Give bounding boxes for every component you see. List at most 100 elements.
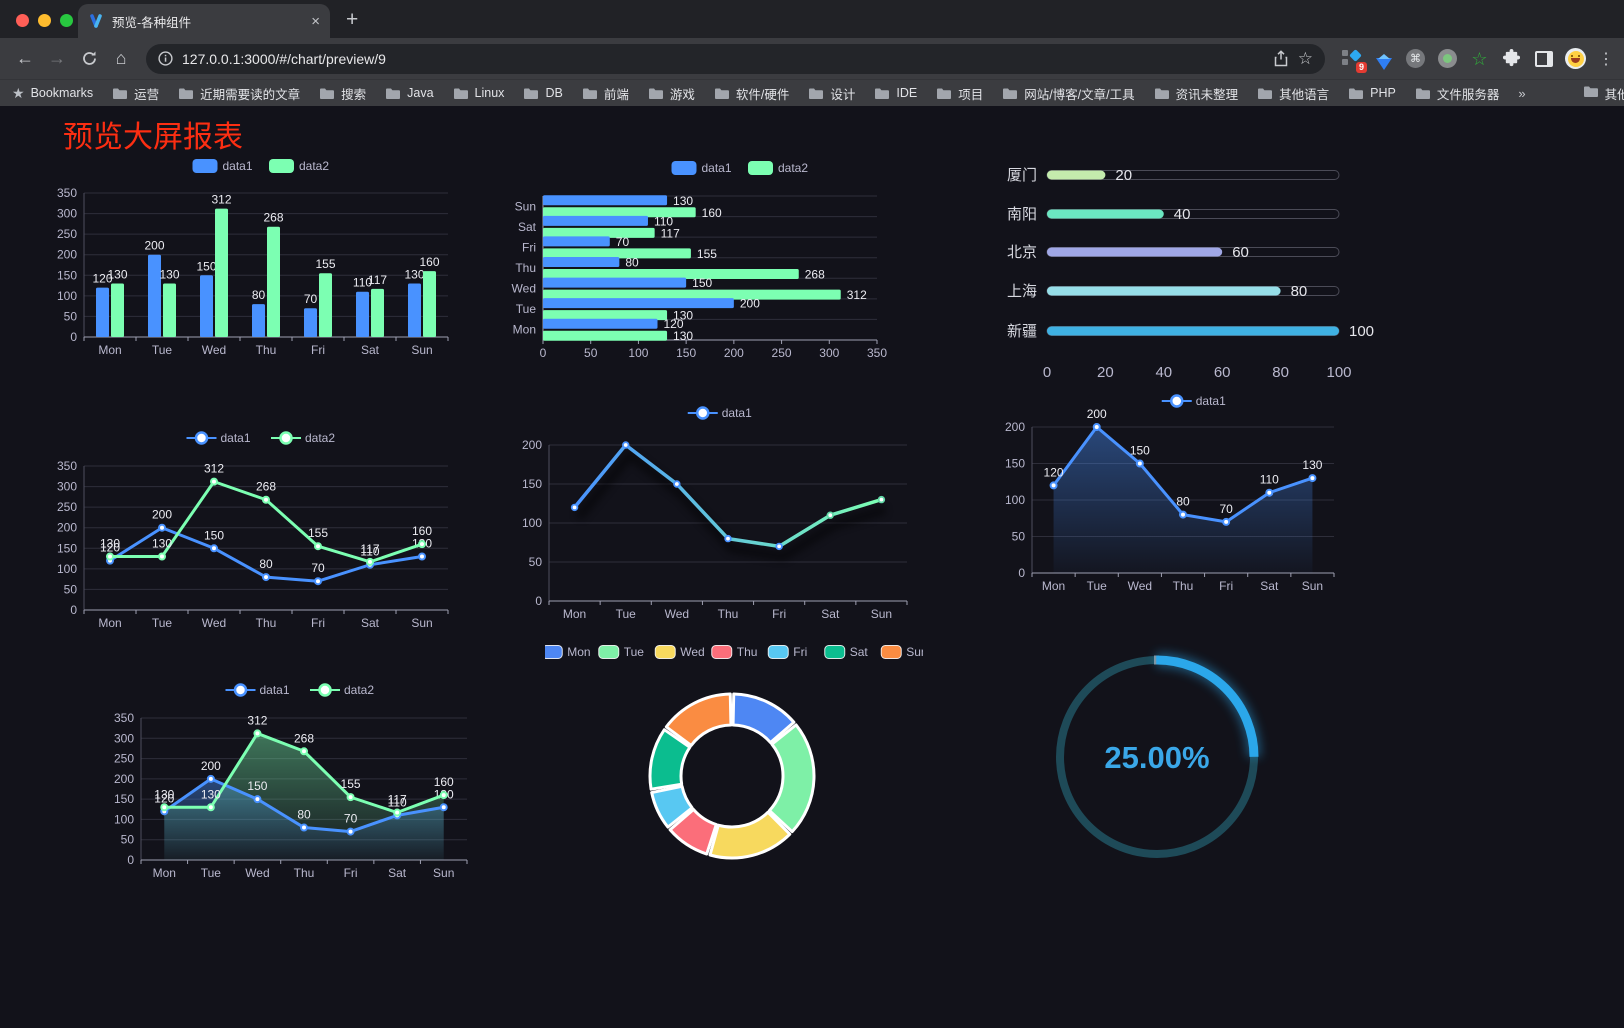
svg-text:120: 120 <box>1044 465 1064 479</box>
svg-text:80: 80 <box>1176 495 1190 509</box>
svg-text:Wed: Wed <box>665 607 689 621</box>
bookmark-folder[interactable]: 搜索 <box>319 84 366 103</box>
svg-text:0: 0 <box>70 330 77 344</box>
bookmark-folder[interactable]: 前端 <box>582 84 629 103</box>
svg-text:Tue: Tue <box>201 866 222 880</box>
bookmark-folder[interactable]: Java <box>385 86 434 100</box>
svg-text:268: 268 <box>263 211 283 225</box>
gauge-progress-ring[interactable]: 25.00% <box>1040 639 1274 879</box>
bookmark-folder[interactable]: 设计 <box>808 84 855 103</box>
maximize-window-button[interactable] <box>60 14 73 27</box>
svg-text:Thu: Thu <box>256 616 277 630</box>
svg-text:130: 130 <box>100 537 120 551</box>
horizontal-bar-chart[interactable]: data1 data2 0 50 100 150 200 250 300 350 Sun 130 160… <box>503 152 921 368</box>
bookmark-folder[interactable]: 资讯未整理 <box>1154 84 1239 103</box>
profile-avatar[interactable] <box>1565 48 1586 69</box>
home-icon[interactable]: ⌂ <box>115 48 127 68</box>
browser-tab[interactable]: 预览-各种组件 × <box>78 4 330 38</box>
reload-icon[interactable] <box>74 44 104 74</box>
new-tab-button[interactable]: + <box>346 8 359 31</box>
forward-arrow[interactable]: → <box>48 48 66 68</box>
bookmark-folder[interactable]: 其他语言 <box>1257 84 1329 103</box>
close-window-button[interactable] <box>16 14 29 27</box>
grid-diamond-extension[interactable]: 9 <box>1341 48 1367 73</box>
svg-text:80: 80 <box>297 808 311 822</box>
command-extension[interactable]: ⌘ <box>1405 48 1426 69</box>
url-text[interactable]: 127.0.0.1:3000/#/chart/preview/9 <box>182 50 386 67</box>
back-arrow[interactable]: ← <box>16 48 34 68</box>
grouped-bar-chart[interactable]: data1 data2 0 50 100 150 200 250 300 350 Mon Tue Wed… <box>46 151 460 365</box>
record-extension[interactable] <box>1437 48 1458 69</box>
svg-text:Thu: Thu <box>718 607 739 621</box>
side-panel-icon[interactable] <box>1533 48 1554 69</box>
info-icon[interactable] <box>158 51 173 66</box>
svg-text:Sun: Sun <box>906 645 923 659</box>
svg-text:data1: data1 <box>223 159 253 173</box>
svg-text:0: 0 <box>70 603 77 617</box>
gem-extension[interactable] <box>1373 48 1394 70</box>
svg-text:150: 150 <box>1005 457 1025 471</box>
svg-text:150: 150 <box>57 541 77 555</box>
gradient-line-chart[interactable]: data1 0 50 100 150 200 Mon Tue Wed Thu Fri Sat Sun <box>503 397 921 625</box>
svg-text:Fri: Fri <box>311 343 325 357</box>
svg-text:Mon: Mon <box>1042 579 1065 593</box>
bookmark-folder[interactable]: 软件/硬件 <box>714 84 789 103</box>
bookmark-folder[interactable]: Linux <box>453 86 504 100</box>
double-area-line-chart[interactable]: data1 data2 0 50 100 150 200 250 300 350 Mon Tue Wed… <box>103 674 481 890</box>
svg-text:Thu: Thu <box>294 866 315 880</box>
star-icon[interactable]: ☆ <box>1297 48 1313 68</box>
donut-pie-chart[interactable]: Mon Tue Wed Thu Fri Sat Sun <box>541 634 928 886</box>
svg-text:Sat: Sat <box>821 607 840 621</box>
bookmark-folder[interactable]: 文件服务器 <box>1415 84 1499 103</box>
address-bar[interactable]: 127.0.0.1:3000/#/chart/preview/9 ☆ <box>146 43 1325 74</box>
svg-text:Sat: Sat <box>518 220 537 234</box>
share-icon[interactable] <box>1273 50 1289 67</box>
svg-text:Wed: Wed <box>680 645 704 659</box>
svg-text:Mon: Mon <box>98 343 121 357</box>
other-bookmarks-label: 其他书签 <box>1604 87 1624 102</box>
svg-text:data2: data2 <box>305 431 335 445</box>
svg-text:50: 50 <box>529 555 543 569</box>
svg-text:130: 130 <box>154 787 174 801</box>
svg-text:data1: data1 <box>722 406 752 420</box>
two-line-chart[interactable]: data1 data2 0 50 100 150 200 250 300 350 Mon Tue Wed… <box>46 422 460 638</box>
svg-text:300: 300 <box>114 731 134 745</box>
bookmark-folder[interactable]: 网站/博客/文章/工具 <box>1002 84 1135 103</box>
svg-text:Mon: Mon <box>567 645 590 659</box>
progress-bar-chart[interactable]: 厦门 20 南阳 40 北京 60 上海 80 新疆 100 0 20 40 60 80 100 <box>993 151 1383 389</box>
svg-text:160: 160 <box>702 206 722 220</box>
bookmark-folder[interactable]: 运营 <box>112 84 159 103</box>
kebab-menu[interactable]: ⋮ <box>1598 50 1614 68</box>
bookmarks-overflow-chevron[interactable]: » <box>1518 85 1526 101</box>
minimize-window-button[interactable] <box>38 14 51 27</box>
svg-text:150: 150 <box>57 268 77 282</box>
bookmark-folder[interactable]: 项目 <box>936 84 983 103</box>
svg-text:Sun: Sun <box>433 866 454 880</box>
svg-text:150: 150 <box>522 477 542 491</box>
bookmark-folder[interactable]: 游戏 <box>648 84 695 103</box>
bookmark-folder[interactable]: PHP <box>1348 86 1396 100</box>
bookmark-folder[interactable]: IDE <box>874 86 917 100</box>
bookmarks-manager-item[interactable]: ★ Bookmarks <box>12 85 93 102</box>
svg-text:120: 120 <box>664 317 684 331</box>
other-bookmarks-folder[interactable]: 其他书签 <box>1583 84 1624 103</box>
tab-close-icon[interactable]: × <box>311 12 320 30</box>
bookmark-folder[interactable]: DB <box>523 86 563 100</box>
svg-text:312: 312 <box>204 462 224 476</box>
svg-text:160: 160 <box>434 775 454 789</box>
bookmark-folder-label: 搜索 <box>341 87 367 102</box>
bookmark-folder-label: 资讯未整理 <box>1175 87 1239 102</box>
svg-text:110: 110 <box>388 795 407 809</box>
svg-text:60: 60 <box>1232 244 1249 261</box>
svg-text:160: 160 <box>419 255 439 269</box>
bookmark-folder[interactable]: 近期需要读的文章 <box>178 84 300 103</box>
svg-text:155: 155 <box>697 247 717 261</box>
svg-text:160: 160 <box>412 524 432 538</box>
green-star-extension[interactable]: ☆ <box>1471 48 1488 69</box>
traffic-lights <box>16 14 73 27</box>
puzzle-extensions-icon[interactable] <box>1501 48 1522 69</box>
area-line-chart[interactable]: data1 0 50 100 150 200 Mon Tue Wed Thu Fri Sat Sun 12… <box>988 387 1384 601</box>
svg-text:Thu: Thu <box>256 343 277 357</box>
svg-text:150: 150 <box>114 792 134 806</box>
svg-text:data2: data2 <box>299 159 329 173</box>
